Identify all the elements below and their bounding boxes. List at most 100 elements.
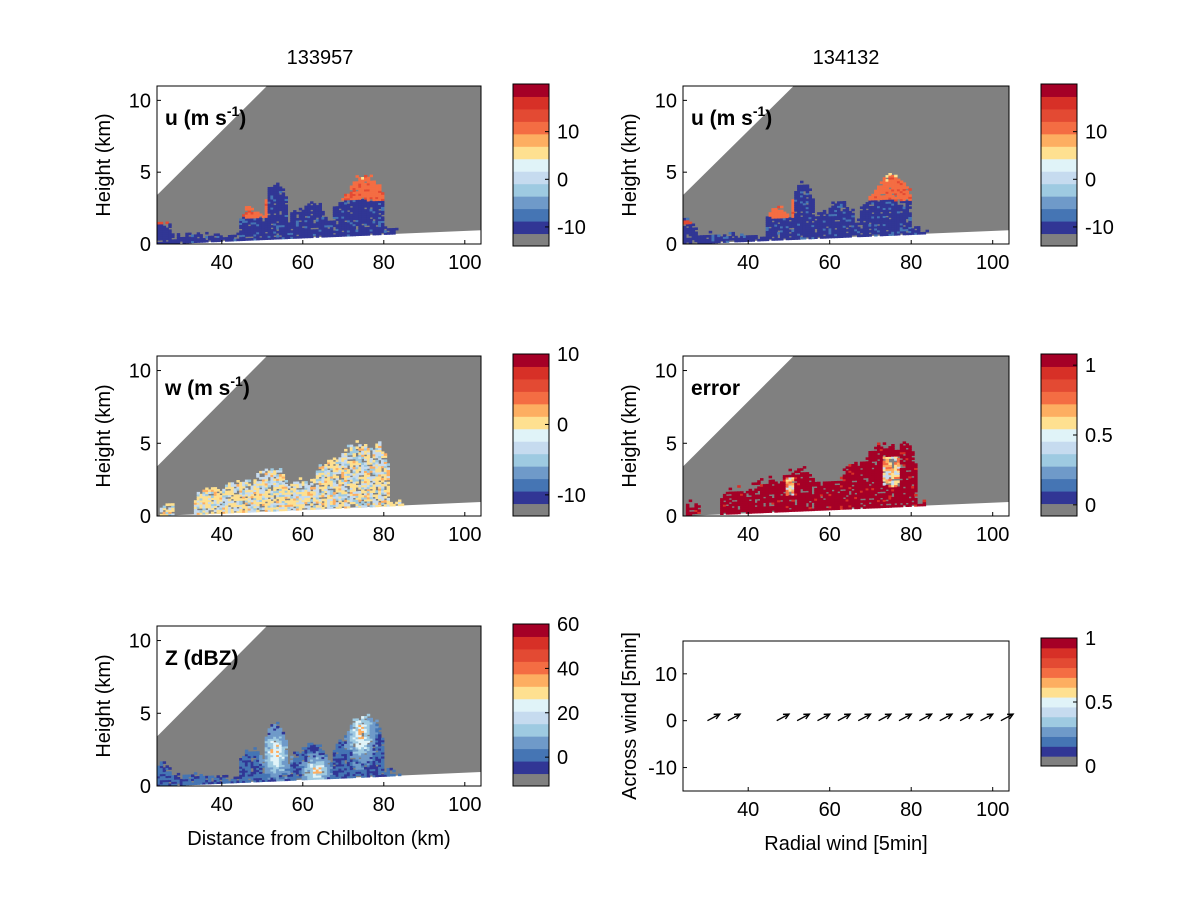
data-cell: [768, 492, 773, 495]
data-cell: [762, 506, 767, 510]
data-cell: [344, 448, 348, 452]
data-cell: [911, 492, 915, 495]
data-cell: [381, 463, 385, 467]
data-cell: [834, 209, 838, 213]
data-cell: [885, 497, 889, 500]
colorbar-tick-label: 0: [557, 169, 568, 191]
data-cell: [242, 216, 246, 219]
data-cell: [293, 774, 297, 777]
data-cell: [765, 486, 770, 489]
data-cell: [261, 493, 266, 496]
data-cell: [244, 759, 249, 763]
data-cell: [725, 495, 730, 499]
data-cell: [293, 763, 297, 767]
data-cell: [905, 194, 909, 197]
data-cell: [814, 226, 818, 229]
data-cell: [785, 499, 790, 502]
data-cell: [318, 486, 322, 490]
data-cell: [318, 204, 322, 208]
data-cell: [896, 216, 901, 220]
data-cell: [242, 506, 246, 509]
data-cell: [205, 235, 209, 239]
data-cell: [264, 235, 269, 238]
colorbar-segment: [513, 221, 549, 235]
data-cell: [754, 494, 758, 498]
data-cell: [168, 779, 172, 782]
data-cell: [364, 482, 368, 486]
data-cell: [854, 463, 858, 467]
data-cell: [797, 186, 801, 190]
data-cell: [312, 217, 317, 220]
data-cell: [213, 503, 218, 506]
data-cell: [242, 238, 246, 241]
y-axis-label: Height (km): [93, 113, 115, 216]
data-cell: [874, 454, 878, 458]
data-cell: [828, 231, 832, 235]
data-cell: [270, 496, 274, 500]
data-cell: [797, 490, 801, 494]
data-cell: [808, 206, 812, 210]
data-cell: [797, 215, 801, 218]
data-cell: [851, 218, 855, 222]
data-cell: [802, 216, 807, 220]
data-cell: [278, 506, 283, 510]
data-cell: [375, 222, 379, 226]
data-cell: [225, 500, 229, 504]
data-cell: [760, 478, 764, 481]
data-cell: [346, 225, 351, 229]
data-cell: [159, 229, 164, 233]
data-cell: [914, 485, 918, 489]
data-cell: [372, 232, 376, 236]
data-cell: [324, 226, 328, 230]
data-cell: [295, 485, 300, 489]
data-cell: [315, 496, 320, 500]
data-cell: [278, 496, 283, 500]
data-cell: [162, 777, 167, 781]
data-cell: [327, 482, 331, 485]
data-cell: [157, 771, 161, 775]
data-cell: [891, 195, 895, 198]
data-cell: [899, 206, 904, 210]
data-cell: [284, 504, 288, 507]
data-cell: [805, 190, 810, 194]
data-cell: [748, 237, 753, 240]
data-cell: [295, 236, 300, 239]
data-cell: [202, 497, 206, 501]
data-cell: [837, 225, 841, 228]
data-cell: [301, 495, 305, 499]
data-cell: [896, 210, 901, 214]
data-cell: [771, 222, 775, 225]
data-cell: [270, 728, 274, 731]
data-cell: [828, 225, 832, 229]
data-cell: [837, 495, 841, 498]
data-cell: [899, 230, 904, 234]
data-cell: [278, 476, 283, 479]
data-cell: [239, 490, 243, 493]
data-cell: [327, 228, 331, 232]
data-cell: [321, 233, 325, 236]
panel-annotation: u (m s-1): [691, 103, 772, 130]
data-cell: [802, 466, 807, 469]
data-cell: [162, 775, 167, 779]
data-cell: [877, 471, 881, 474]
data-cell: [800, 494, 804, 498]
data-cell: [800, 216, 804, 220]
data-cell: [327, 486, 331, 489]
data-cell: [219, 505, 223, 508]
data-cell: [874, 233, 878, 237]
data-cell: [888, 189, 892, 192]
data-cell: [250, 501, 254, 505]
data-cell: [304, 489, 308, 492]
data-cell: [247, 216, 252, 219]
data-cell: [811, 228, 815, 232]
data-cell: [312, 501, 317, 504]
data-cell: [777, 495, 781, 499]
data-cell: [227, 490, 232, 494]
data-cell: [259, 221, 263, 225]
data-cell: [894, 449, 898, 453]
data-cell: [802, 214, 807, 218]
data-cell: [774, 483, 778, 487]
data-cell: [902, 218, 907, 222]
data-cell: [276, 727, 280, 731]
data-cell: [366, 482, 371, 486]
